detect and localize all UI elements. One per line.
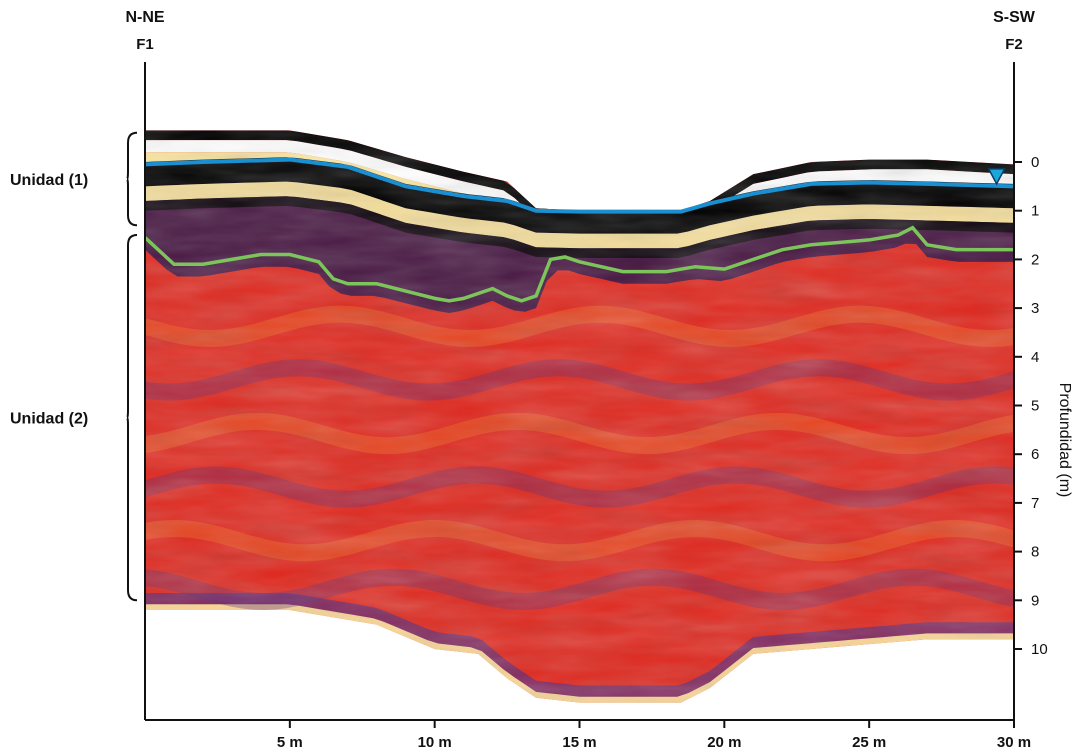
- x-tick-label: 25 m: [852, 734, 886, 751]
- depth-tick-label: 4: [1031, 349, 1039, 366]
- depth-tick-label: 2: [1031, 251, 1039, 268]
- depth-tick-label: 5: [1031, 398, 1039, 415]
- unit-bracket: [126, 131, 138, 227]
- unit-label: Unidad (2): [10, 411, 88, 428]
- profile-start-label: F1: [136, 36, 154, 53]
- depth-tick-label: 9: [1031, 592, 1039, 609]
- radargram-image: [145, 130, 1014, 703]
- unit-brackets: Unidad (1) Unidad (2): [10, 131, 138, 602]
- depth-tick-label: 6: [1031, 446, 1039, 463]
- depth-tick-label: 1: [1031, 203, 1039, 220]
- depth-tick-label: 10: [1031, 641, 1048, 658]
- x-tick-label: 10 m: [418, 734, 452, 751]
- x-tick-label: 15 m: [562, 734, 596, 751]
- direction-right-label: S-SW: [993, 9, 1036, 26]
- x-tick-label: 30 m: [997, 734, 1031, 751]
- x-tick-label: 5 m: [277, 734, 303, 751]
- surface-line: [144, 157, 1015, 214]
- water-table-marker-icon: [987, 168, 1006, 186]
- depth-tick-label: 7: [1031, 495, 1039, 512]
- depth-axis-ticks: 0 1 2 3 4 5 6 7 8 9 10: [1014, 154, 1048, 658]
- unit-label: Unidad (1): [10, 172, 88, 189]
- x-tick-label: 20 m: [707, 734, 741, 751]
- unit-boundary-line: [143, 225, 1014, 303]
- depth-tick-label: 3: [1031, 300, 1039, 317]
- depth-axis-title: Profundidad (m): [1056, 383, 1073, 498]
- x-axis-ticks: 5 m 10 m 15 m 20 m 25 m 30 m: [277, 720, 1031, 751]
- depth-tick-label: 0: [1031, 154, 1039, 171]
- profile-end-label: F2: [1005, 36, 1023, 53]
- unit-bracket: [126, 234, 138, 602]
- direction-left-label: N-NE: [125, 9, 164, 26]
- depth-tick-label: 8: [1031, 544, 1039, 561]
